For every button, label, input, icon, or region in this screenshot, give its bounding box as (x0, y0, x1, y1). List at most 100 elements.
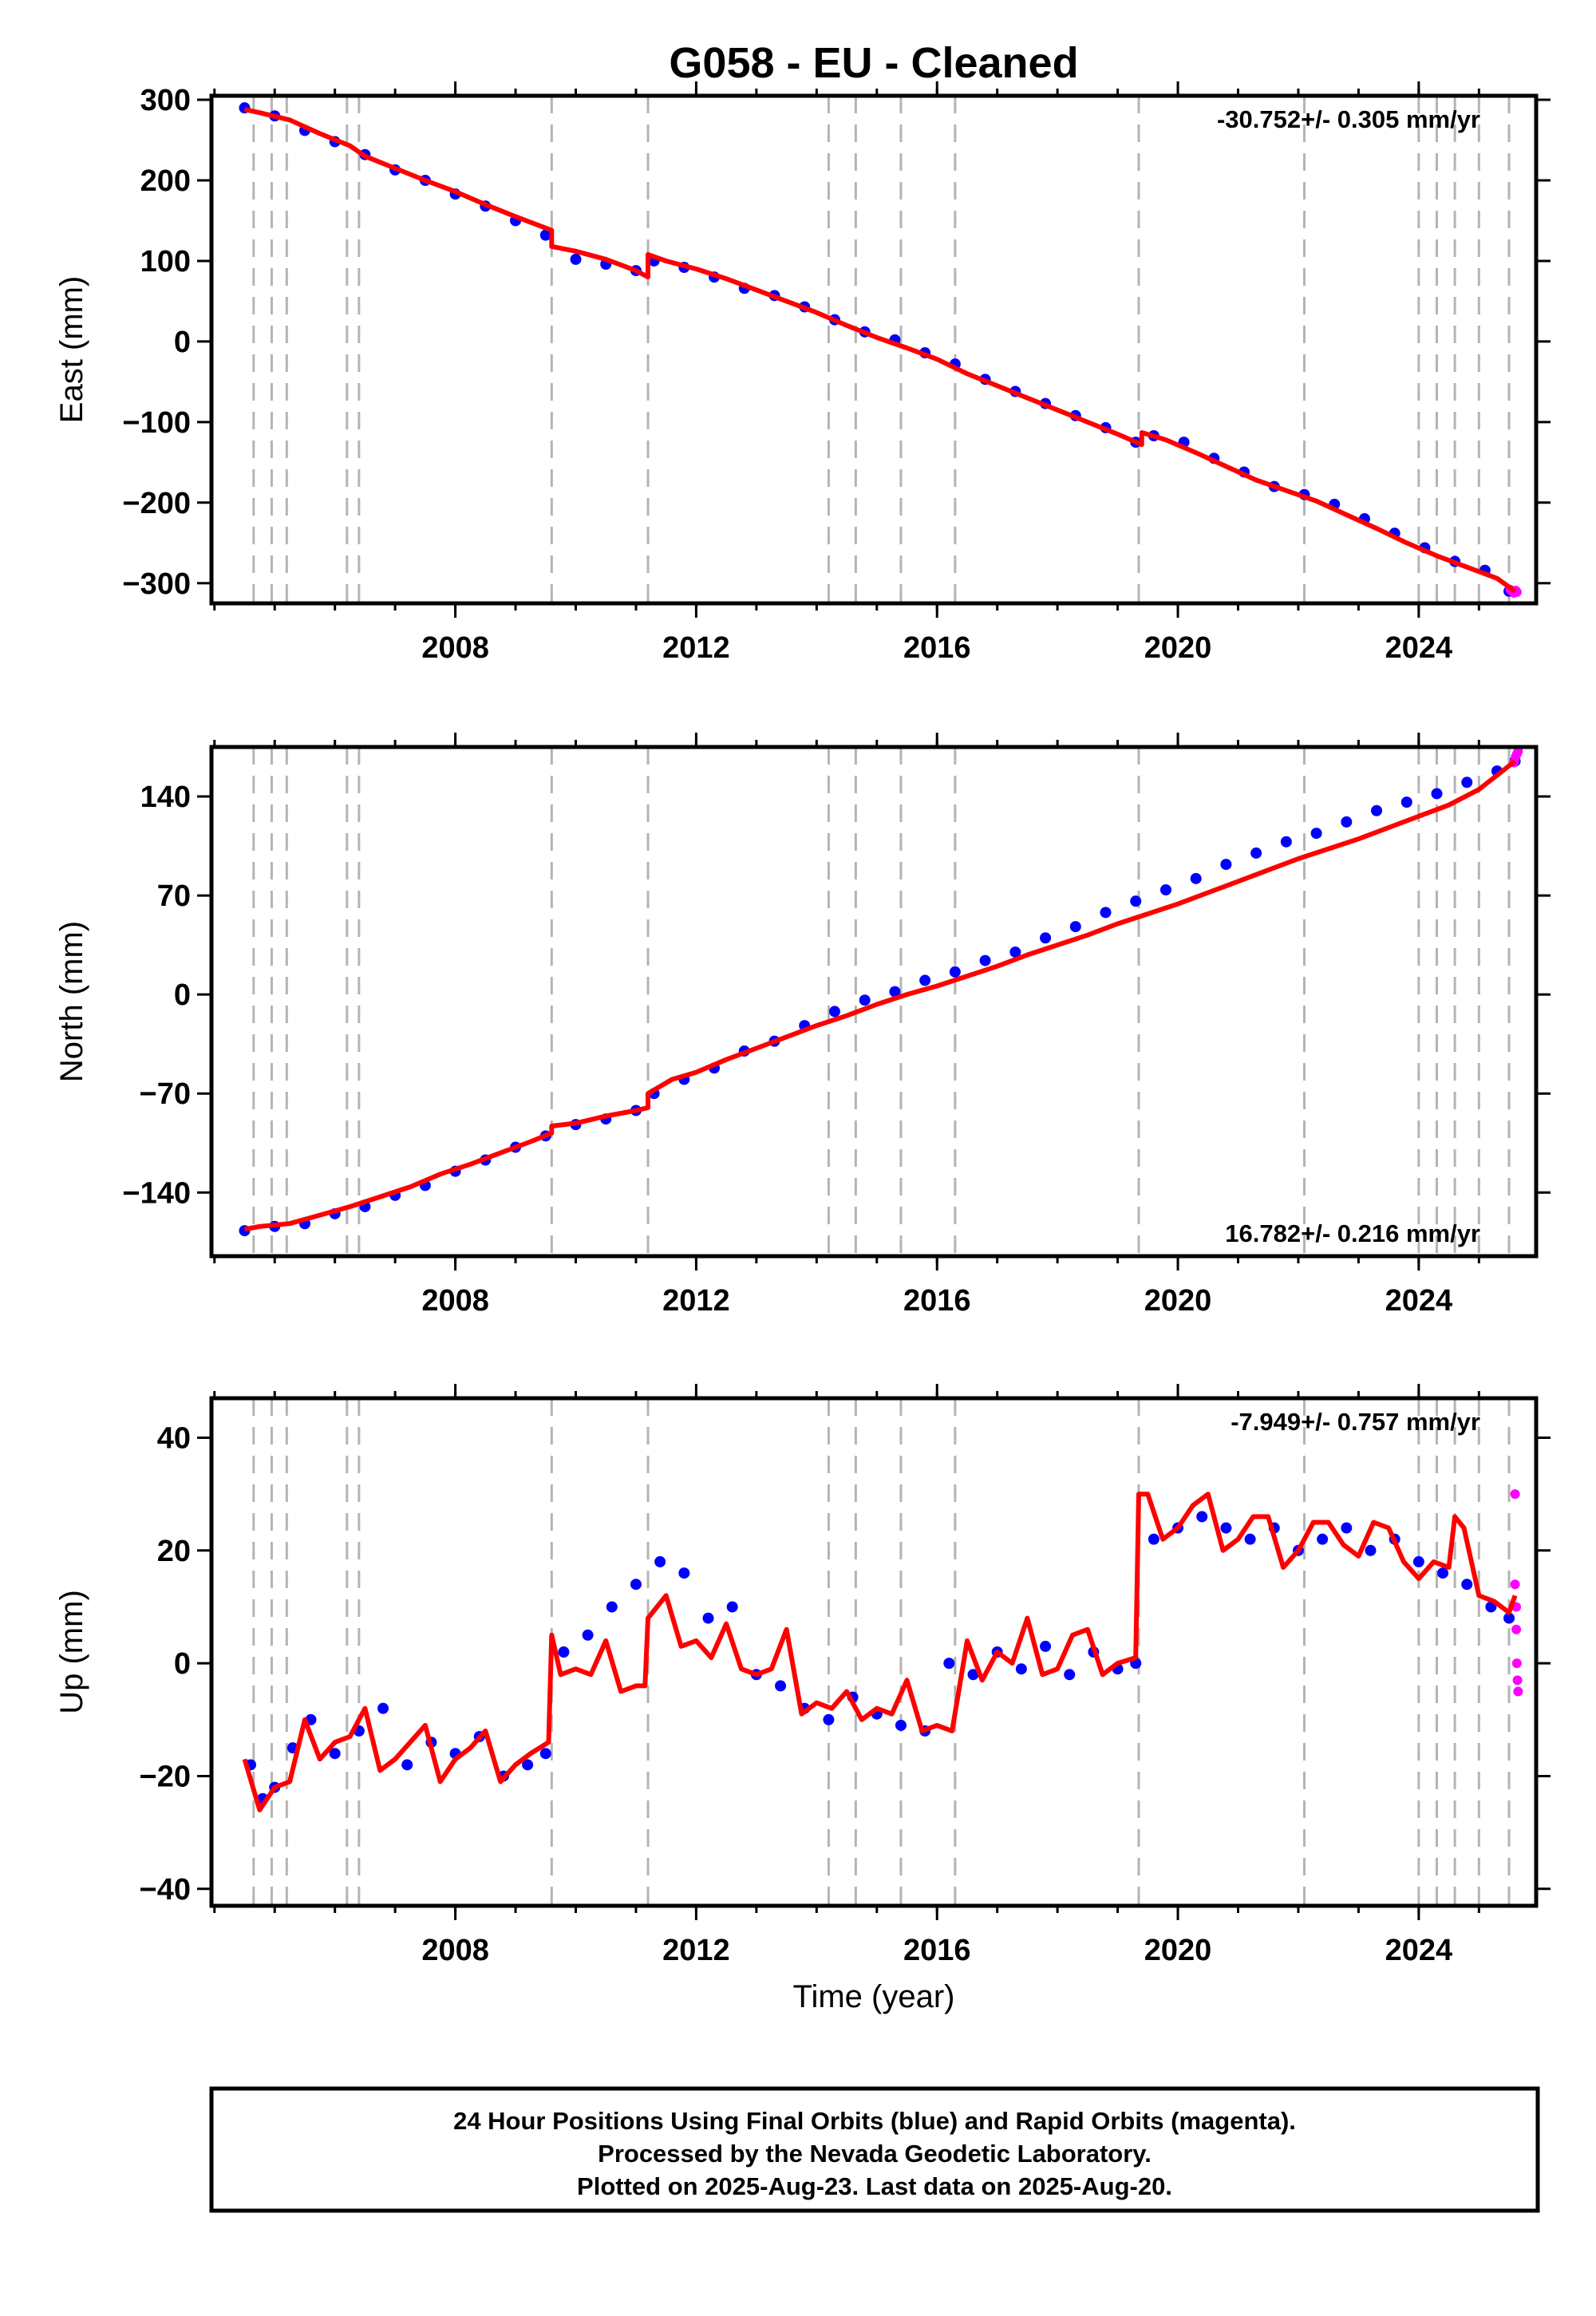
plot-frame (209, 93, 1539, 606)
final-orbit-point (401, 1759, 413, 1771)
final-orbit-point (377, 1702, 389, 1714)
footer-box: 24 Hour Positions Using Final Orbits (bl… (209, 2086, 1540, 2213)
final-orbit-point (889, 986, 901, 998)
final-orbit-point (823, 1713, 835, 1725)
y-tick-label: 0 (174, 1647, 191, 1681)
final-orbit-point (1310, 828, 1322, 840)
final-orbit-point (1220, 859, 1232, 871)
east-panel: 2008 2012 2016 2020 2024 300 200 100 0 −100 −200 −3… (54, 81, 1551, 665)
x-tick-label: 2016 (903, 631, 971, 665)
plot-area (242, 1398, 1523, 1906)
final-orbit-point (678, 1567, 690, 1579)
final-orbit-point (1461, 777, 1473, 788)
y-tick-label: 140 (140, 781, 191, 814)
x-tick-label: 2020 (1144, 631, 1212, 665)
final-orbit-point (1100, 907, 1112, 919)
final-orbit-point (1400, 796, 1412, 808)
y-tick-label: −70 (140, 1077, 191, 1111)
model-line (242, 1492, 1518, 1812)
final-orbit-point (702, 1612, 714, 1624)
x-tick-label: 2016 (903, 1934, 971, 1967)
x-tick-label: 2008 (421, 1284, 489, 1318)
final-orbit-point (1064, 1669, 1076, 1681)
y-tick-label: 0 (174, 978, 191, 1012)
rate-annotation: -30.752+/- 0.305 mm/yr (1217, 105, 1480, 133)
final-orbit-point (1148, 1533, 1159, 1545)
final-orbit-point (895, 1719, 907, 1731)
y-tick-label: 300 (140, 84, 191, 117)
up-panel: 2008 2012 2016 2020 2024 40 20 0 −20 −40 Up (mm) -7… (54, 1384, 1551, 1967)
final-orbit-point (1431, 788, 1443, 800)
model-line (243, 759, 1517, 1232)
final-orbit-point (828, 1006, 840, 1018)
final-orbit-point (654, 1555, 666, 1567)
x-tick-label: 2020 (1144, 1934, 1212, 1967)
y-axis-label: East (mm) (54, 276, 89, 423)
footer-line-3: Plotted on 2025-Aug-23. Last data on 202… (577, 2172, 1172, 2200)
y-tick-label: −200 (122, 487, 191, 520)
x-tick-label: 2016 (903, 1284, 971, 1318)
x-tick-label: 2024 (1385, 1934, 1453, 1967)
y-tick-label: 40 (157, 1421, 191, 1455)
y-tick-label: 70 (157, 879, 191, 913)
footer-line-1: 24 Hour Positions Using Final Orbits (bl… (453, 2107, 1296, 2135)
y-axis-label: Up (mm) (54, 1590, 89, 1714)
final-orbit-point (1412, 1555, 1424, 1567)
footer-frame (209, 2086, 1540, 2213)
rapid-orbit-point (1513, 1686, 1523, 1697)
x-tick-label: 2012 (662, 631, 730, 665)
final-orbit-point (1015, 1663, 1027, 1675)
final-orbit-point (1040, 932, 1052, 944)
plot-area (239, 96, 1522, 603)
final-orbit-point (859, 994, 871, 1006)
x-tick-label: 2012 (662, 1934, 730, 1967)
final-orbit-point (979, 954, 991, 966)
north-panel: 2008 2012 2016 2020 2024 140 70 0 −70 −140 North (… (54, 733, 1551, 1318)
final-orbit-point (1365, 1544, 1377, 1556)
y-tick-label: −300 (122, 567, 191, 601)
final-orbit-point (949, 966, 961, 978)
final-orbit-point (1190, 872, 1202, 884)
x-axis-label: Time (year) (793, 1979, 955, 2014)
final-orbit-point (1250, 847, 1262, 859)
y-tick-label: 100 (140, 245, 191, 279)
final-orbit-point (522, 1759, 534, 1771)
final-orbit-point (1371, 804, 1383, 816)
final-orbit-point (1009, 946, 1021, 958)
final-orbit-point (1040, 1640, 1052, 1652)
y-tick-label: 20 (157, 1535, 191, 1568)
final-orbit-point (1437, 1567, 1449, 1579)
final-orbit-point (726, 1601, 738, 1613)
final-orbit-point (570, 253, 582, 265)
x-tick-label: 2024 (1385, 1284, 1453, 1318)
model-line (243, 107, 1517, 594)
rate-annotation: 16.782+/- 0.216 mm/yr (1225, 1219, 1480, 1247)
final-orbit-point (1220, 1522, 1232, 1534)
final-orbit-point (1317, 1533, 1329, 1545)
final-orbit-point (606, 1601, 618, 1613)
final-orbit-point (1341, 1522, 1353, 1534)
final-orbit-point (1280, 836, 1292, 848)
rapid-orbit-point (1510, 1579, 1520, 1590)
final-orbit-point (1244, 1533, 1256, 1545)
final-orbit-point (1196, 1511, 1208, 1523)
y-tick-label: −100 (122, 406, 191, 440)
y-tick-label: −40 (140, 1873, 191, 1907)
rapid-orbit-point (1513, 747, 1523, 757)
final-orbit-point (1461, 1579, 1473, 1591)
y-axis-label: North (mm) (54, 921, 89, 1082)
final-orbit-point (1069, 921, 1081, 933)
rate-annotation: -7.949+/- 0.757 mm/yr (1231, 1408, 1480, 1436)
plot-area (239, 747, 1523, 1256)
x-tick-label: 2020 (1144, 1284, 1212, 1318)
x-tick-label: 2008 (421, 1934, 489, 1967)
y-tick-label: −20 (140, 1760, 191, 1793)
y-tick-label: −140 (122, 1176, 191, 1210)
final-orbit-point (1341, 816, 1353, 828)
plot-frame (209, 745, 1539, 1259)
final-orbit-point (539, 229, 551, 241)
final-orbit-point (1485, 1601, 1497, 1613)
figure-title: G058 - EU - Cleaned (669, 39, 1078, 87)
final-orbit-point (539, 1748, 551, 1760)
